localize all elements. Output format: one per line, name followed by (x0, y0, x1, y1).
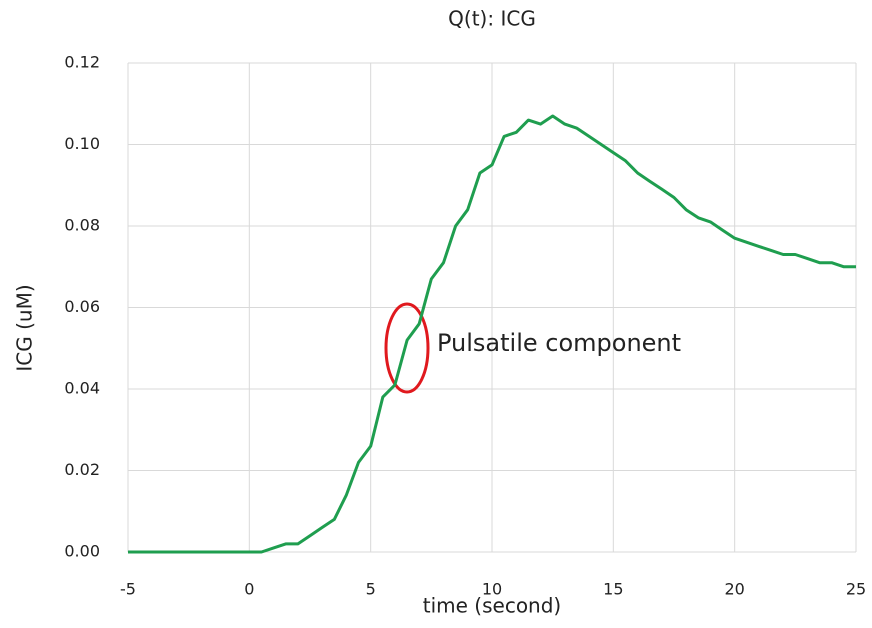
x-tick-label: 20 (724, 580, 744, 599)
y-tick-label: 0.12 (64, 53, 100, 72)
y-axis-title: ICG (uM) (13, 284, 37, 371)
y-tick-label: 0.10 (64, 134, 100, 153)
annotation: Pulsatile component (437, 329, 681, 357)
x-tick-label: -5 (120, 580, 136, 599)
x-axis-title: time (second) (423, 594, 561, 618)
data-line (128, 114, 856, 554)
y-tick-label: 0.08 (64, 216, 100, 235)
x-tick-label: 0 (244, 580, 254, 599)
y-tick-label: 0.04 (64, 379, 100, 398)
x-tick-label: 10 (482, 580, 502, 599)
y-tick-label: 0.02 (64, 460, 100, 479)
annotation-ellipse (384, 302, 430, 394)
x-tick-label: 25 (846, 580, 866, 599)
y-tick-label: 0.06 (64, 297, 100, 316)
y-tick-label: 0.00 (64, 542, 100, 561)
x-tick-label: 15 (603, 580, 623, 599)
x-tick-label: 5 (366, 580, 376, 599)
chart-title: Q(t): ICG (448, 7, 536, 31)
